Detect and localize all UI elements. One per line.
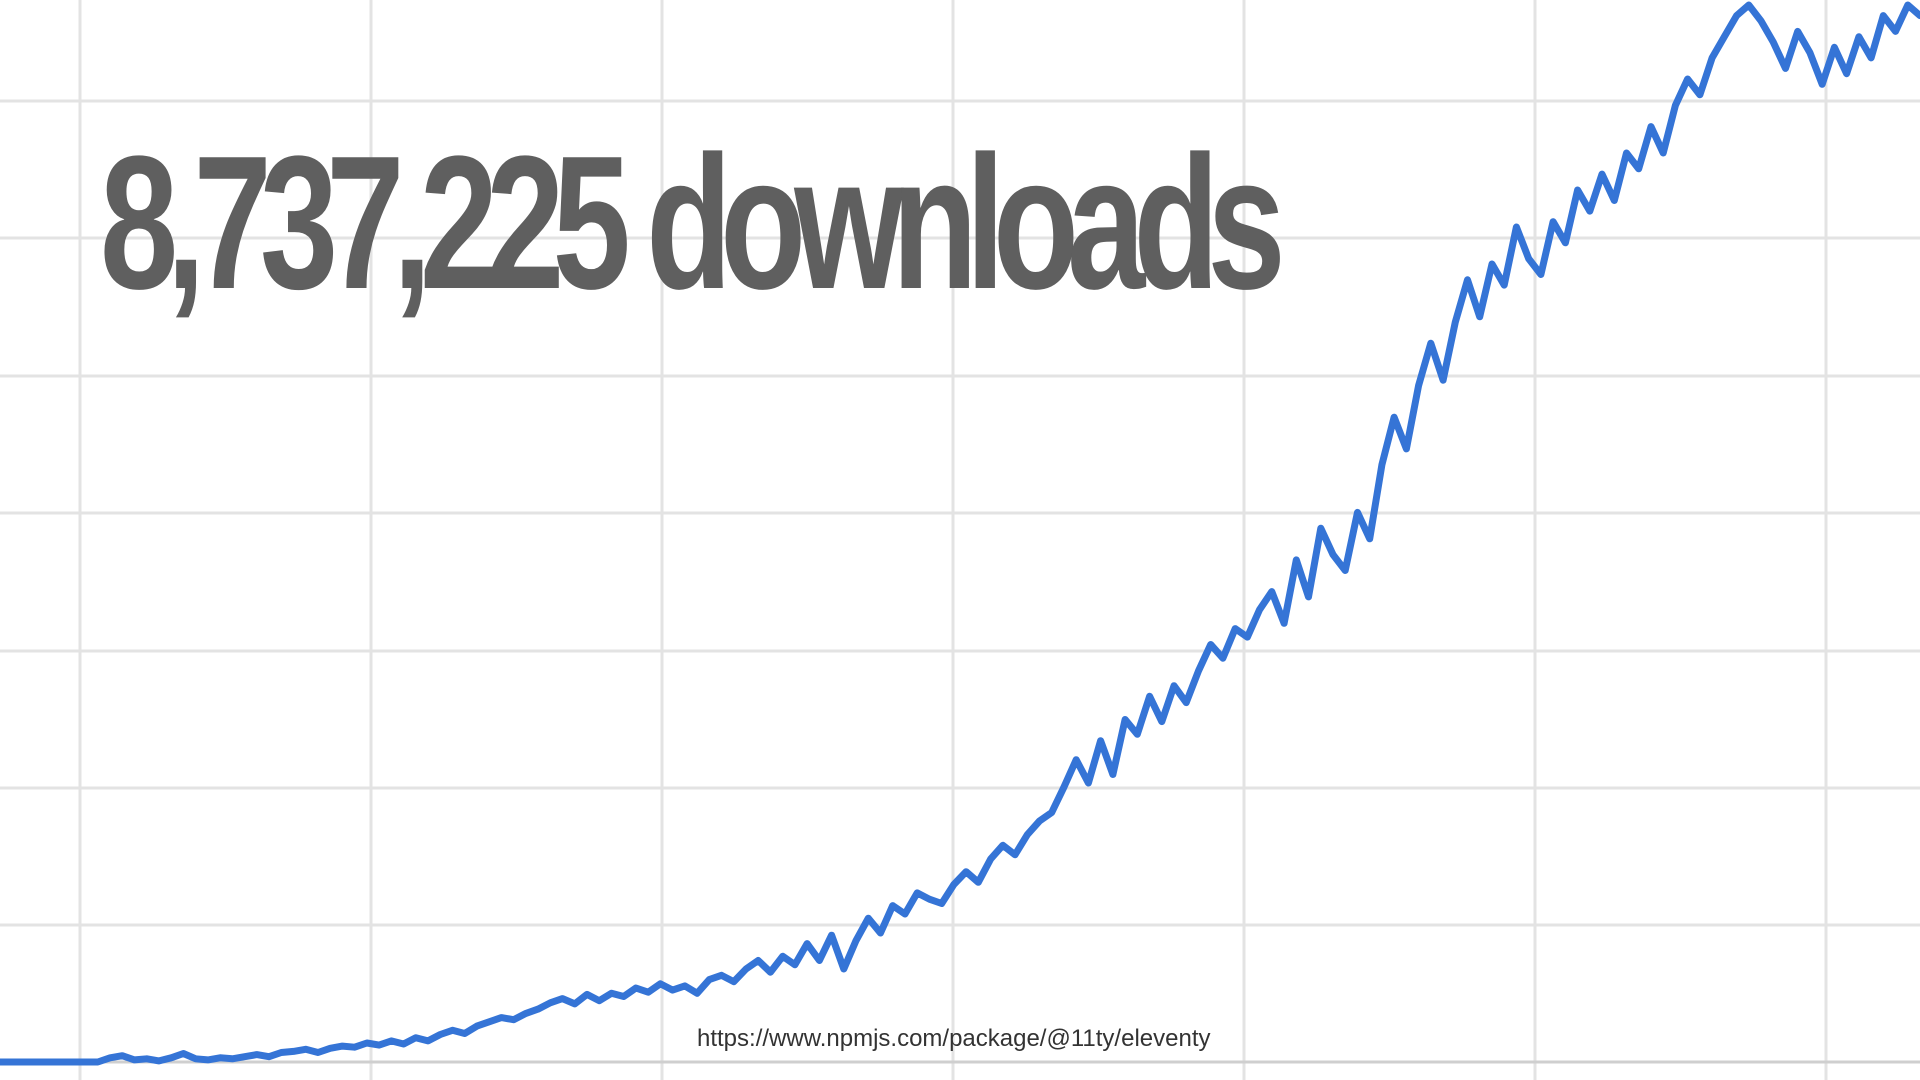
source-url: https://www.npmjs.com/package/@11ty/elev… bbox=[697, 1025, 1211, 1052]
downloads-headline: 8,737,225 downloads bbox=[100, 117, 1286, 329]
